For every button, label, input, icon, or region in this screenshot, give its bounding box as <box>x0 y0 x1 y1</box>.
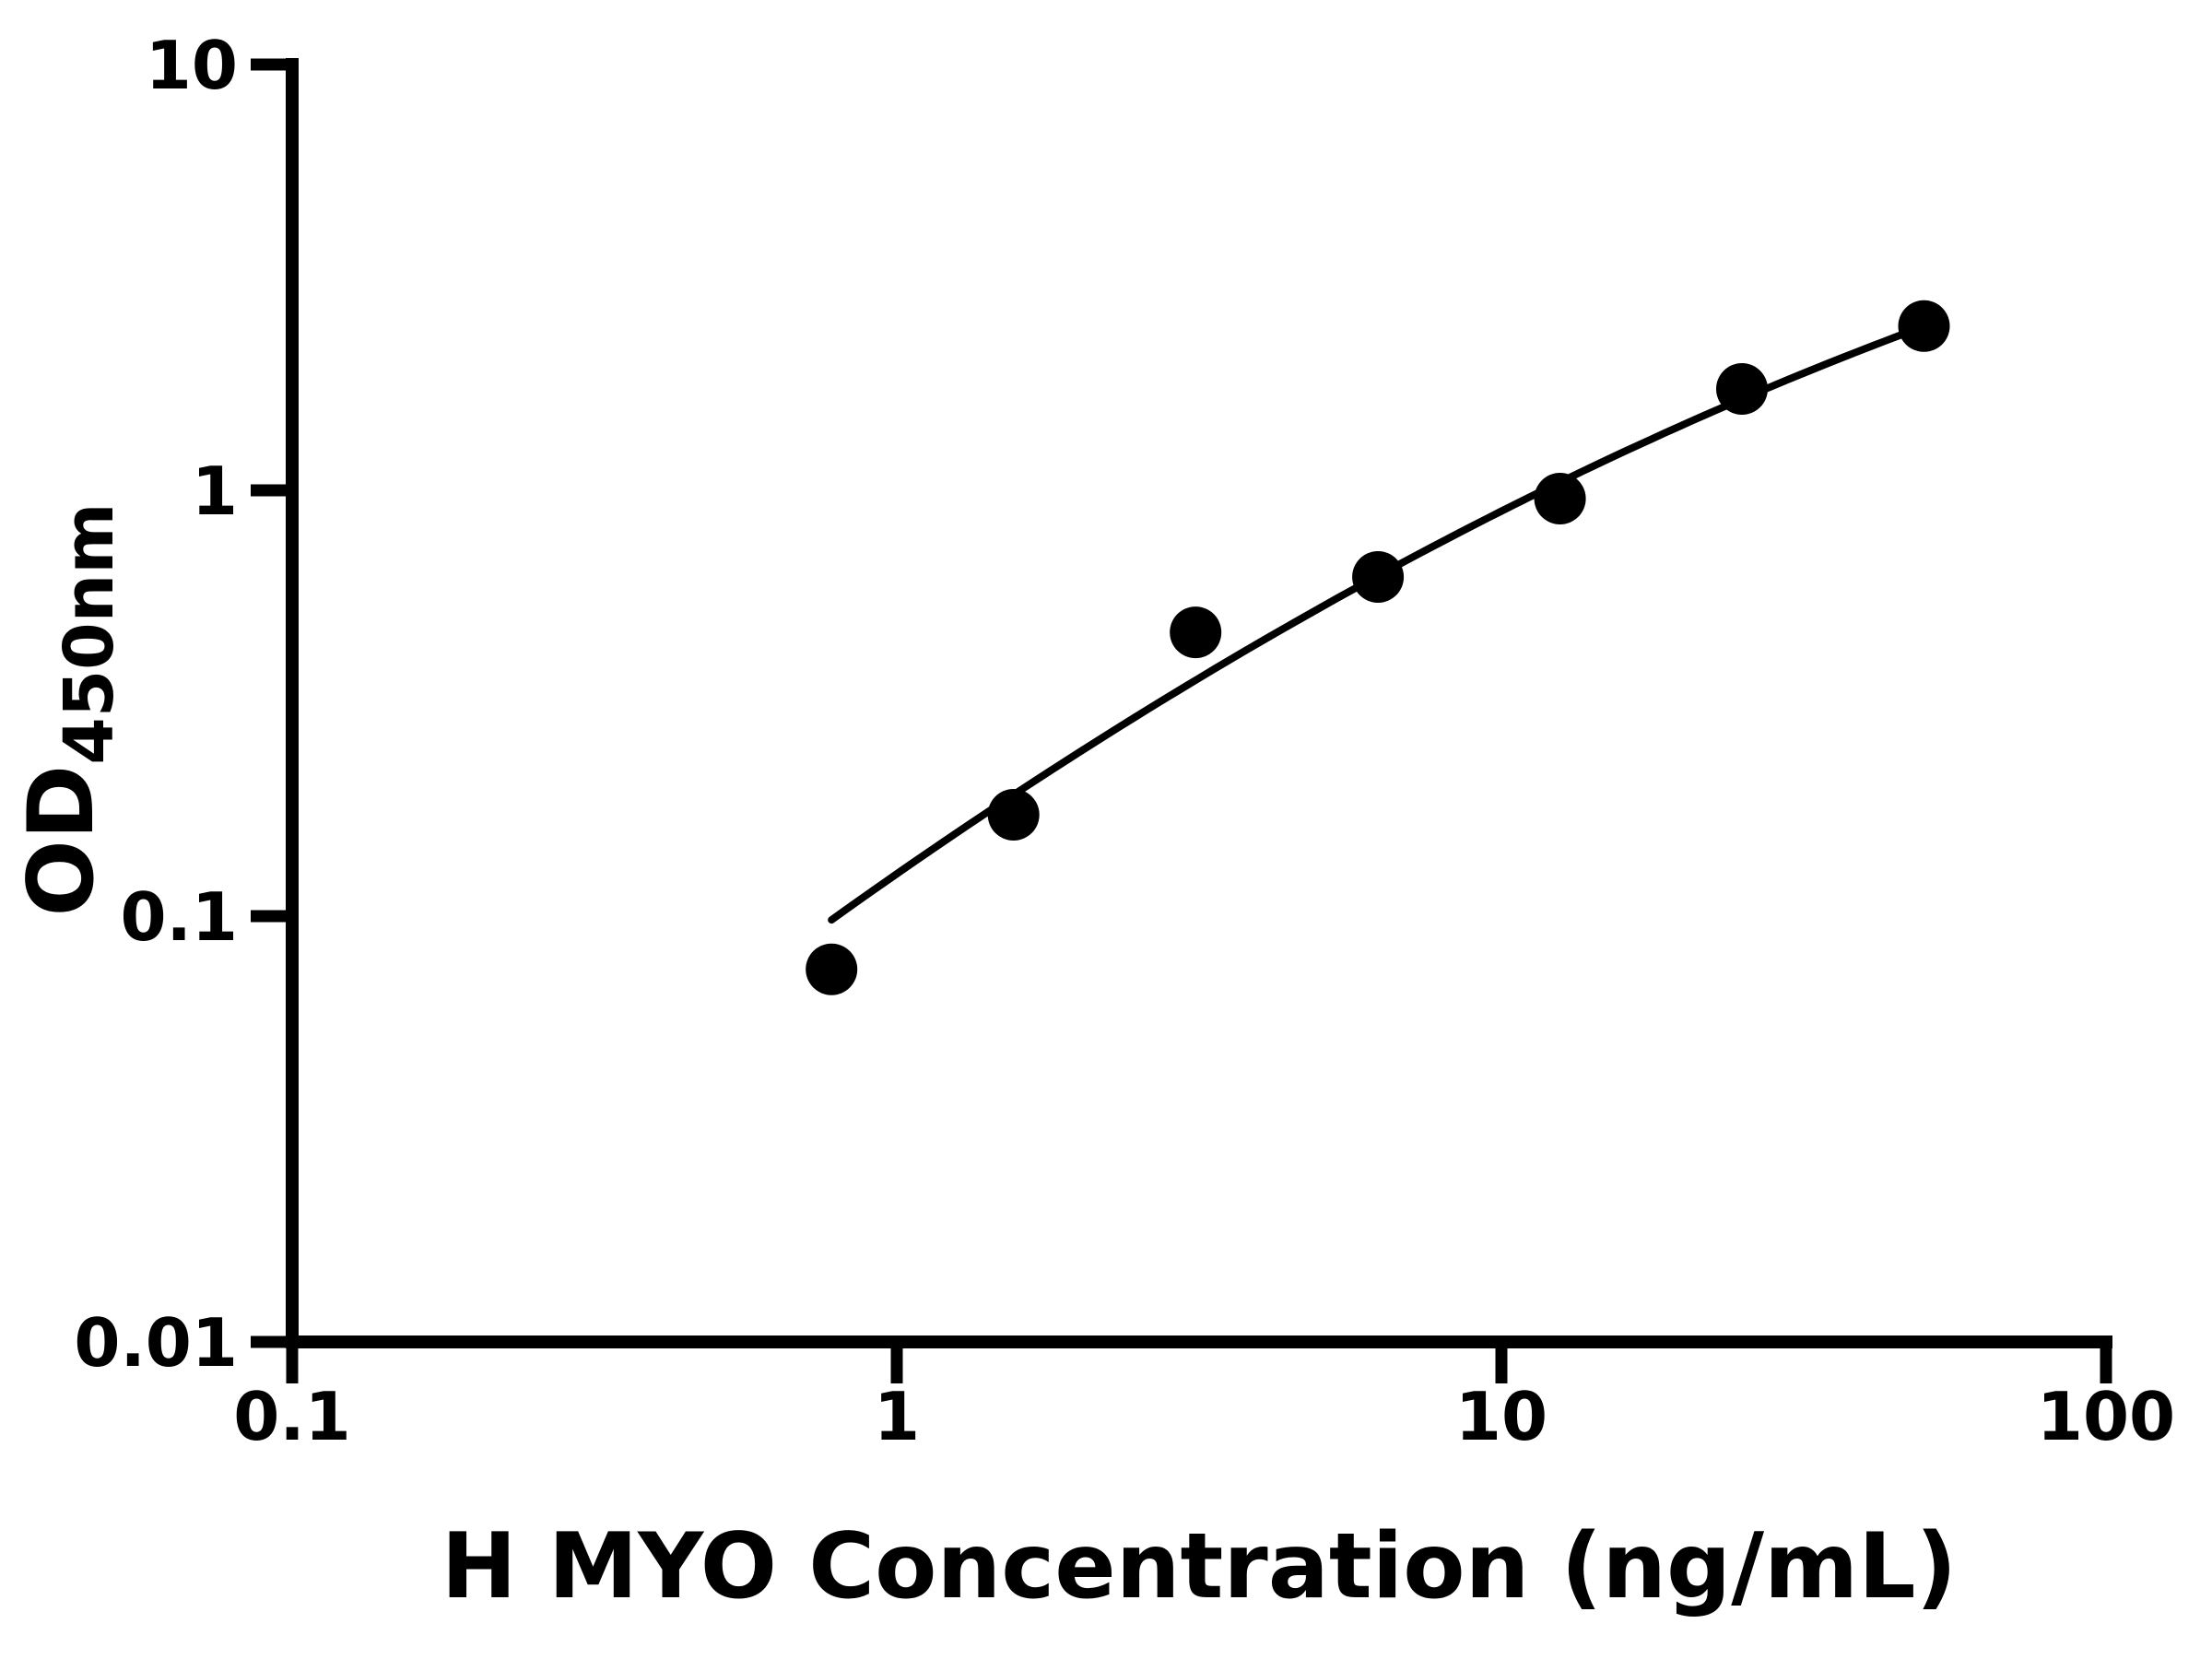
y-tick-label: 1 <box>192 453 238 530</box>
y-axis-title: OD450nm <box>9 503 129 917</box>
data-points-layer <box>806 300 1950 995</box>
data-point <box>1170 606 1222 659</box>
y-tick-label: 10 <box>146 27 238 104</box>
x-tick-label: 1 <box>874 1378 920 1455</box>
x-tick-label: 100 <box>2037 1378 2175 1455</box>
data-point <box>1898 300 1950 352</box>
y-axis-title-subscript: 450nm <box>50 503 129 765</box>
data-point <box>1534 473 1586 524</box>
data-point <box>987 789 1040 841</box>
data-point <box>1352 551 1405 603</box>
data-point <box>806 943 858 995</box>
y-tick-label: 0.01 <box>74 1304 238 1382</box>
y-tick-label: 0.1 <box>120 878 238 956</box>
data-point <box>1716 363 1768 415</box>
y-axis-title-main: OD <box>9 765 114 917</box>
x-axis-title: H MYO Concentration (ng/mL) <box>441 1514 1958 1619</box>
x-tick-label: 0.1 <box>233 1378 351 1455</box>
x-tick-label: 10 <box>1455 1378 1547 1455</box>
